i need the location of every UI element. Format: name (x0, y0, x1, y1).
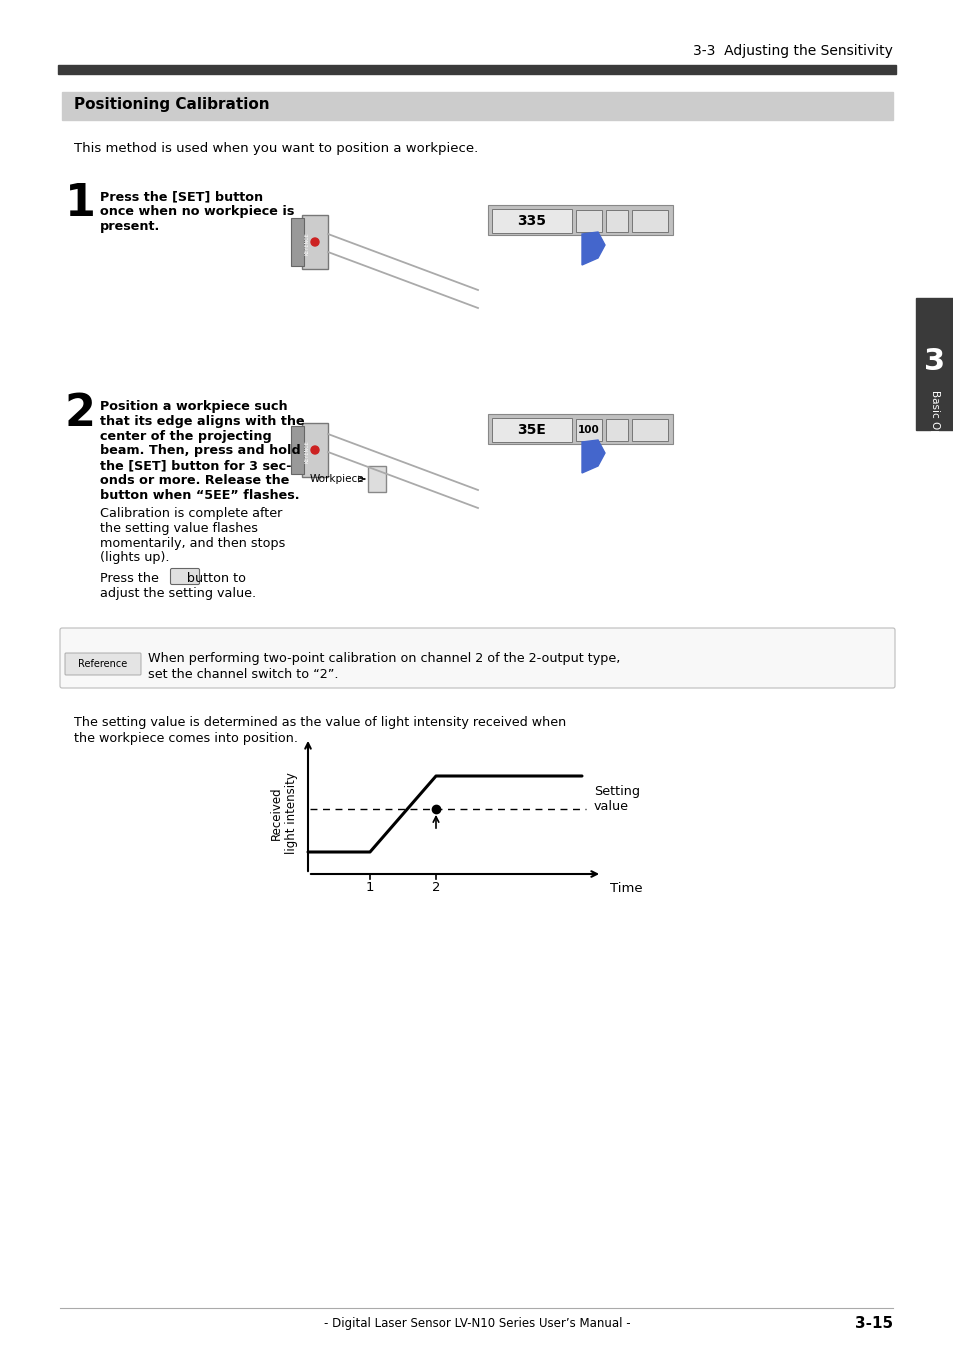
Circle shape (311, 238, 318, 246)
Text: Workpiece: Workpiece (309, 475, 364, 484)
Text: Calibration is complete after: Calibration is complete after (100, 507, 282, 521)
Text: KEYENCE: KEYENCE (305, 441, 310, 464)
Text: 1: 1 (65, 183, 96, 224)
Text: 1: 1 (365, 882, 374, 894)
Text: KEYENCE: KEYENCE (305, 233, 310, 256)
Text: Setting
value: Setting value (594, 786, 639, 813)
Text: the [SET] button for 3 sec-: the [SET] button for 3 sec- (100, 460, 292, 472)
Text: The setting value is determined as the value of light intensity received when: The setting value is determined as the v… (74, 717, 566, 729)
Bar (368, 466, 386, 492)
Bar (492, 418, 572, 442)
Polygon shape (581, 439, 604, 473)
Bar (605, 210, 627, 233)
Text: 3: 3 (923, 347, 944, 376)
Text: once when no workpiece is: once when no workpiece is (100, 206, 294, 218)
Bar (291, 426, 304, 475)
Text: that its edge aligns with the: that its edge aligns with the (100, 415, 304, 427)
Text: This method is used when you want to position a workpiece.: This method is used when you want to pos… (74, 142, 477, 155)
Text: present.: present. (100, 220, 160, 233)
Text: beam. Then, press and hold: beam. Then, press and hold (100, 445, 300, 457)
Text: 100: 100 (578, 425, 599, 435)
Text: Reference: Reference (78, 658, 128, 669)
Circle shape (311, 446, 318, 454)
Bar (605, 419, 627, 441)
Bar (302, 215, 328, 269)
Text: button when “5EE” flashes.: button when “5EE” flashes. (100, 489, 299, 502)
Bar (291, 218, 304, 266)
Bar (576, 210, 601, 233)
Bar (492, 210, 572, 233)
Text: momentarily, and then stops: momentarily, and then stops (100, 537, 285, 550)
Bar (915, 297, 953, 430)
Text: 335: 335 (517, 214, 546, 228)
Bar (488, 414, 672, 443)
Polygon shape (581, 233, 604, 265)
Text: Press the       button to: Press the button to (100, 572, 246, 585)
Text: Received
light intensity: Received light intensity (270, 772, 297, 854)
Text: 3-3  Adjusting the Sensitivity: 3-3 Adjusting the Sensitivity (693, 45, 892, 58)
Text: 2: 2 (65, 392, 96, 435)
Bar (576, 419, 601, 441)
Text: (lights up).: (lights up). (100, 552, 170, 564)
Text: Press the [SET] button: Press the [SET] button (100, 191, 263, 203)
Text: onds or more. Release the: onds or more. Release the (100, 475, 289, 487)
Text: the setting value flashes: the setting value flashes (100, 522, 257, 535)
Bar (302, 423, 328, 477)
Bar (62, 92, 892, 120)
Text: center of the projecting: center of the projecting (100, 430, 272, 442)
Text: the workpiece comes into position.: the workpiece comes into position. (74, 731, 297, 745)
FancyBboxPatch shape (171, 568, 199, 584)
Text: adjust the setting value.: adjust the setting value. (100, 587, 255, 600)
Text: Position a workpiece such: Position a workpiece such (100, 400, 287, 412)
Text: Time: Time (609, 882, 642, 895)
Text: 3-15: 3-15 (854, 1317, 892, 1332)
Bar (488, 206, 672, 235)
FancyBboxPatch shape (65, 653, 141, 675)
Text: - Digital Laser Sensor LV-N10 Series User’s Manual -: - Digital Laser Sensor LV-N10 Series Use… (323, 1317, 630, 1330)
Text: 35E: 35E (517, 423, 546, 437)
Text: 2: 2 (432, 882, 439, 894)
Bar (631, 210, 667, 233)
Text: set the channel switch to “2”.: set the channel switch to “2”. (148, 668, 338, 681)
Bar (58, 65, 895, 74)
Text: Positioning Calibration: Positioning Calibration (74, 97, 270, 112)
Bar (631, 419, 667, 441)
Text: When performing two-point calibration on channel 2 of the 2-output type,: When performing two-point calibration on… (148, 652, 619, 665)
Text: Basic Operation: Basic Operation (929, 389, 939, 473)
FancyBboxPatch shape (60, 627, 894, 688)
